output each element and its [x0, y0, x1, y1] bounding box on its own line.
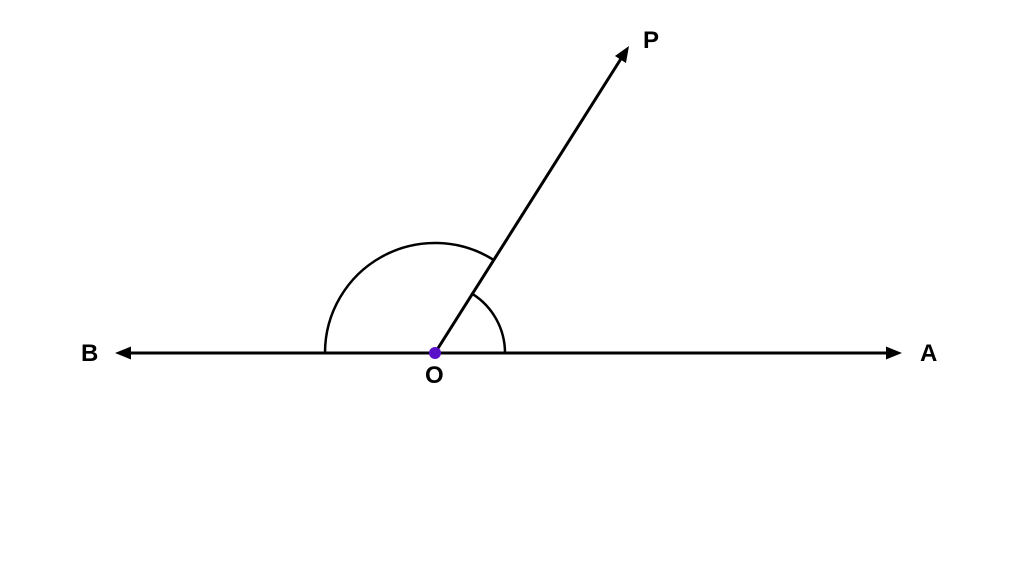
angle-arc: [472, 294, 505, 353]
arrowhead: [615, 46, 629, 63]
label-A: A: [920, 340, 937, 367]
point-O-dot: [429, 347, 441, 359]
label-O: O: [425, 362, 444, 389]
arrowhead: [886, 347, 902, 360]
angle-diagram: O A B P: [0, 0, 1024, 576]
label-B: B: [81, 340, 98, 367]
ray-O-P: [435, 54, 624, 353]
label-P: P: [643, 27, 659, 54]
arrowhead: [115, 347, 131, 360]
